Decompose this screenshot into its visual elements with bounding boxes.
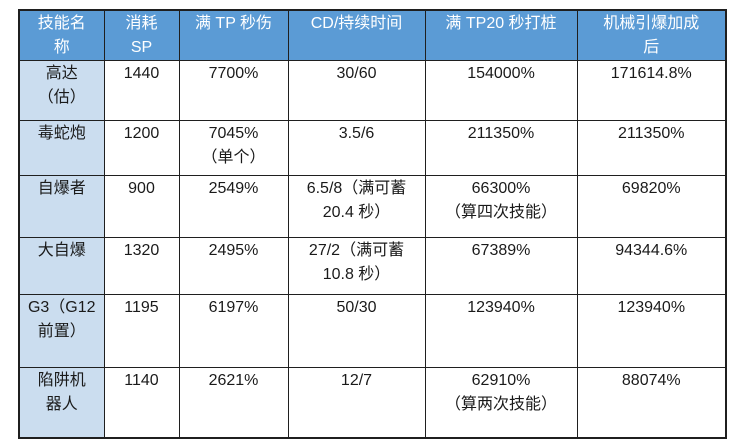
table-row: 高达 （估） 1440 7700% 30/60 154000% 171614.8… xyxy=(18,60,727,121)
cell-tp20-damage: 211350% xyxy=(424,120,578,176)
cell-detonation-bonus: 94344.6% xyxy=(576,237,727,295)
cell-skill-name: 陷阱机 器人 xyxy=(18,367,105,438)
table-row: G3（G12 前置） 1195 6197% 50/30 123940% 1239… xyxy=(18,294,727,368)
cell-detonation-bonus: 88074% xyxy=(576,367,727,438)
cell-skill-name: 高达 （估） xyxy=(18,60,105,121)
cell-cd-duration: 50/30 xyxy=(287,294,426,368)
header-cell-skill-name: 技能名 称 xyxy=(18,9,105,61)
cell-full-tp-dps: 2549% xyxy=(178,175,289,238)
cell-tp20-damage: 66300% （算四次技能） xyxy=(424,175,578,238)
cell-skill-name: 自爆者 xyxy=(18,175,105,238)
cell-tp20-damage: 154000% xyxy=(424,60,578,121)
cell-sp-cost: 900 xyxy=(103,175,180,238)
header-cell-detonation-bonus: 机械引爆加成 后 xyxy=(576,9,727,61)
cell-skill-name: G3（G12 前置） xyxy=(18,294,105,368)
cell-tp20-damage: 123940% xyxy=(424,294,578,368)
cell-full-tp-dps: 2495% xyxy=(178,237,289,295)
skill-stats-table: 技能名 称 消耗 SP 满 TP 秒伤 CD/持续时间 满 TP20 秒打桩 机… xyxy=(18,9,727,439)
cell-skill-name: 毒蛇炮 xyxy=(18,120,105,176)
table-row: 毒蛇炮 1200 7045% （单个） 3.5/6 211350% 211350… xyxy=(18,120,727,176)
cell-detonation-bonus: 123940% xyxy=(576,294,727,368)
header-row: 技能名 称 消耗 SP 满 TP 秒伤 CD/持续时间 满 TP20 秒打桩 机… xyxy=(18,9,727,61)
table-body: 高达 （估） 1440 7700% 30/60 154000% 171614.8… xyxy=(18,60,727,438)
table-row: 陷阱机 器人 1140 2621% 12/7 62910% （算两次技能） 88… xyxy=(18,367,727,438)
cell-tp20-damage: 67389% xyxy=(424,237,578,295)
table-header: 技能名 称 消耗 SP 满 TP 秒伤 CD/持续时间 满 TP20 秒打桩 机… xyxy=(18,9,727,61)
header-cell-sp-cost: 消耗 SP xyxy=(103,9,180,61)
cell-sp-cost: 1440 xyxy=(103,60,180,121)
cell-full-tp-dps: 6197% xyxy=(178,294,289,368)
cell-full-tp-dps: 7045% （单个） xyxy=(178,120,289,176)
header-cell-tp20-damage: 满 TP20 秒打桩 xyxy=(424,9,578,61)
header-cell-cd-duration: CD/持续时间 xyxy=(287,9,426,61)
cell-cd-duration: 3.5/6 xyxy=(287,120,426,176)
cell-tp20-damage: 62910% （算两次技能） xyxy=(424,367,578,438)
cell-full-tp-dps: 7700% xyxy=(178,60,289,121)
cell-cd-duration: 27/2（满可蓄 10.8 秒） xyxy=(287,237,426,295)
cell-sp-cost: 1200 xyxy=(103,120,180,176)
cell-cd-duration: 12/7 xyxy=(287,367,426,438)
cell-sp-cost: 1195 xyxy=(103,294,180,368)
cell-cd-duration: 6.5/8（满可蓄 20.4 秒） xyxy=(287,175,426,238)
cell-detonation-bonus: 69820% xyxy=(576,175,727,238)
cell-skill-name: 大自爆 xyxy=(18,237,105,295)
table-row: 自爆者 900 2549% 6.5/8（满可蓄 20.4 秒） 66300% （… xyxy=(18,175,727,238)
header-cell-full-tp-dps: 满 TP 秒伤 xyxy=(178,9,289,61)
cell-cd-duration: 30/60 xyxy=(287,60,426,121)
cell-sp-cost: 1140 xyxy=(103,367,180,438)
cell-detonation-bonus: 171614.8% xyxy=(576,60,727,121)
cell-detonation-bonus: 211350% xyxy=(576,120,727,176)
table-row: 大自爆 1320 2495% 27/2（满可蓄 10.8 秒） 67389% 9… xyxy=(18,237,727,295)
cell-full-tp-dps: 2621% xyxy=(178,367,289,438)
cell-sp-cost: 1320 xyxy=(103,237,180,295)
